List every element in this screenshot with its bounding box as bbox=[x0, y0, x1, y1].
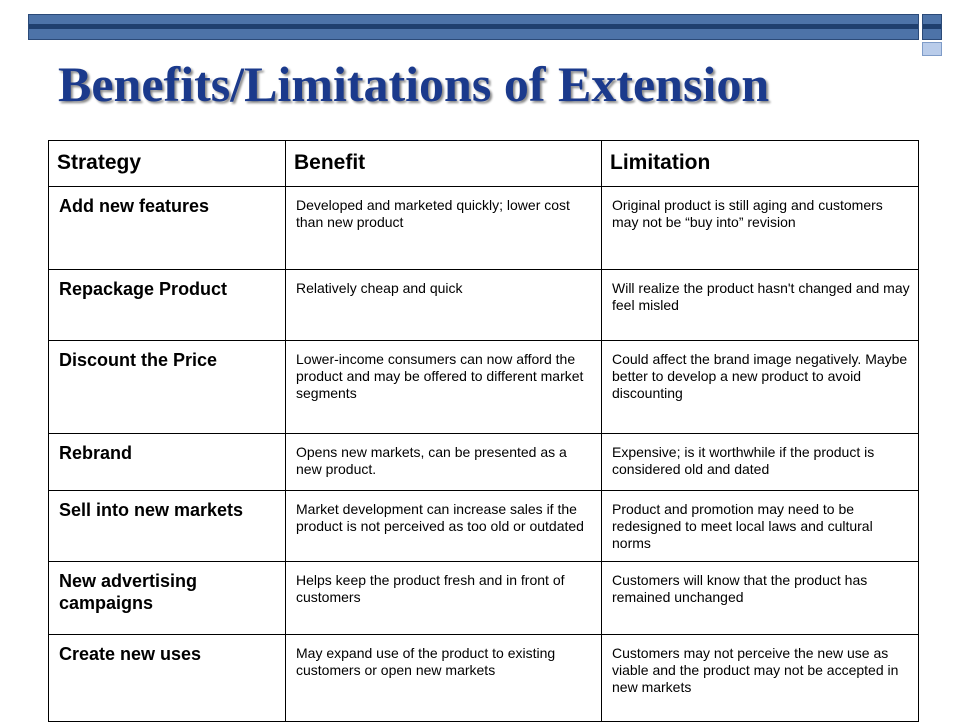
limitation-cell: Will realize the product hasn't changed … bbox=[601, 269, 919, 341]
header-decor-stripe bbox=[29, 24, 918, 29]
strategy-cell: Rebrand bbox=[48, 433, 286, 491]
strategy-cell: Add new features bbox=[48, 186, 286, 270]
limitation-cell: Could affect the brand image negatively.… bbox=[601, 340, 919, 434]
benefit-cell: May expand use of the product to existin… bbox=[285, 634, 602, 722]
table-row: New advertising campaigns Helps keep the… bbox=[48, 561, 919, 635]
table-header-row: Strategy Benefit Limitation bbox=[48, 140, 919, 187]
table-row: Repackage Product Relatively cheap and q… bbox=[48, 269, 919, 341]
benefit-cell: Relatively cheap and quick bbox=[285, 269, 602, 341]
limitation-cell: Product and promotion may need to be red… bbox=[601, 490, 919, 562]
benefit-cell: Helps keep the product fresh and in fron… bbox=[285, 561, 602, 635]
benefit-cell: Lower-income consumers can now afford th… bbox=[285, 340, 602, 434]
header-strategy: Strategy bbox=[48, 140, 286, 187]
slide-title: Benefits/Limitations of Extension bbox=[58, 56, 770, 112]
limitation-cell: Customers may not perceive the new use a… bbox=[601, 634, 919, 722]
table-row: Rebrand Opens new markets, can be presen… bbox=[48, 433, 919, 491]
strategy-cell: Create new uses bbox=[48, 634, 286, 722]
header-benefit: Benefit bbox=[285, 140, 602, 187]
corner-decor-square-light bbox=[922, 42, 942, 56]
strategy-cell: Discount the Price bbox=[48, 340, 286, 434]
table-row: Create new uses May expand use of the pr… bbox=[48, 634, 919, 722]
corner-decor-square bbox=[922, 14, 942, 40]
table-row: Add new features Developed and marketed … bbox=[48, 186, 919, 270]
benefit-cell: Market development can increase sales if… bbox=[285, 490, 602, 562]
corner-decor-stripe bbox=[923, 24, 941, 29]
strategy-cell: New advertising campaigns bbox=[48, 561, 286, 635]
header-limitation: Limitation bbox=[601, 140, 919, 187]
table-row: Discount the Price Lower-income consumer… bbox=[48, 340, 919, 434]
limitation-cell: Expensive; is it worthwhile if the produ… bbox=[601, 433, 919, 491]
benefit-cell: Opens new markets, can be presented as a… bbox=[285, 433, 602, 491]
benefits-limitations-table: Strategy Benefit Limitation Add new feat… bbox=[48, 140, 919, 722]
header-decor-bar bbox=[28, 14, 919, 40]
strategy-cell: Repackage Product bbox=[48, 269, 286, 341]
benefit-cell: Developed and marketed quickly; lower co… bbox=[285, 186, 602, 270]
strategy-cell: Sell into new markets bbox=[48, 490, 286, 562]
table-row: Sell into new markets Market development… bbox=[48, 490, 919, 562]
limitation-cell: Customers will know that the product has… bbox=[601, 561, 919, 635]
limitation-cell: Original product is still aging and cust… bbox=[601, 186, 919, 270]
